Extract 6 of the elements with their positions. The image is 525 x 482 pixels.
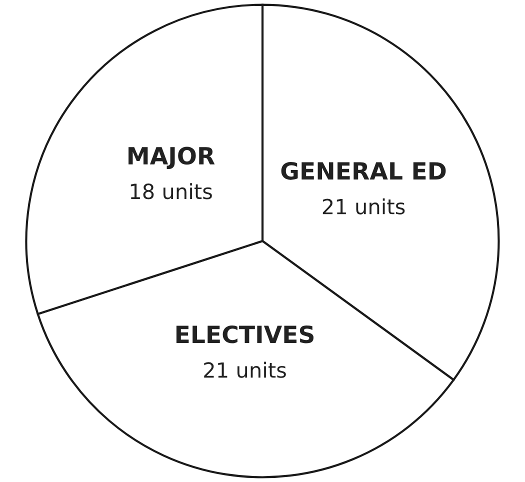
slice-label: ELECTIVES xyxy=(176,325,314,344)
slice-label: GENERAL ED xyxy=(281,162,446,180)
data-label: 21 units xyxy=(204,362,286,378)
data-label: 21 units xyxy=(322,198,405,214)
data-label: 18 units xyxy=(130,183,212,200)
slice-label: MAJOR xyxy=(128,146,215,170)
